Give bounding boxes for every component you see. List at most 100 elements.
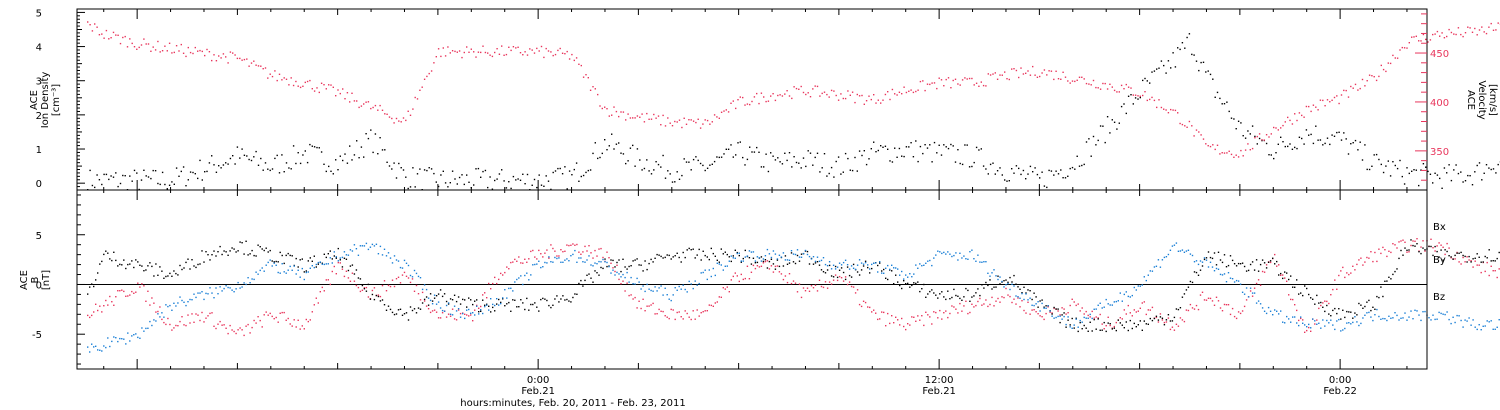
bz-points-point (532, 249, 534, 252)
ion-density-points-point (713, 160, 716, 163)
bz-points-point (1141, 302, 1143, 304)
bz-points-point (389, 285, 392, 288)
bx-points-point (844, 278, 847, 281)
bx-points-point (592, 281, 594, 283)
ion-density-points-point (601, 152, 603, 155)
bx-points-point (1169, 320, 1172, 322)
bz-points-point (933, 311, 935, 313)
ion-density-points-point (227, 163, 229, 165)
bz-points-point (852, 286, 855, 288)
bz-points-point (854, 292, 857, 294)
velocity-points-point (688, 119, 690, 121)
velocity-points-point (547, 50, 550, 52)
bx-points-point (127, 263, 129, 266)
bz-points-point (1406, 251, 1408, 253)
ion-density-points-point (1163, 64, 1165, 67)
by-points-point (788, 259, 791, 261)
by-points-point (1043, 307, 1045, 309)
bz-points-point (1394, 244, 1396, 246)
ion-density-points-point (1364, 144, 1366, 146)
bx-points-point (1394, 270, 1396, 273)
bx-points-point (1446, 250, 1448, 253)
bz-points-point (514, 258, 516, 261)
ion-density-points-point (1041, 171, 1043, 173)
bx-points-point (273, 261, 275, 263)
bz-points-point (101, 311, 103, 313)
by-points-point (433, 294, 436, 296)
by-points-point (1009, 288, 1011, 291)
velocity-points-point (1130, 87, 1132, 89)
bx-points-point (1488, 249, 1490, 251)
bx-points-point (1155, 315, 1158, 317)
bx-points-point (895, 274, 897, 276)
bz-points-point (291, 325, 293, 327)
velocity-points-point (1032, 65, 1034, 68)
bz-points-point (161, 318, 163, 321)
ion-density-points-point (559, 167, 561, 170)
bz-points-point (149, 304, 151, 306)
by-points-point (682, 284, 684, 286)
bz-points-point (981, 304, 983, 306)
velocity-points-point (227, 62, 229, 64)
bz-points-point (151, 297, 153, 299)
velocity-points-point (545, 47, 547, 50)
bz-points-point (399, 282, 402, 284)
ion-density-points-point (1448, 164, 1450, 166)
bx-points-point (1314, 303, 1316, 305)
ion-density-points-point (1455, 164, 1457, 166)
bz-points-point (476, 304, 478, 307)
bx-points-point (676, 252, 678, 254)
bx-points-point (834, 265, 837, 268)
velocity-points-point (1018, 76, 1020, 79)
bz-points-point (734, 272, 736, 274)
by-points-point (802, 252, 805, 255)
ion-density-points-point (760, 166, 763, 168)
bz-points-point (907, 323, 909, 325)
ion-density-points-point (1439, 177, 1441, 180)
bz-points-point (1179, 317, 1182, 319)
bx-points-point (253, 254, 255, 257)
velocity-points-point (1413, 36, 1415, 38)
bx-points-point (1396, 268, 1398, 270)
by-points-point (482, 312, 484, 315)
bx-points-point (700, 259, 702, 261)
by-points-point (87, 346, 89, 348)
by-points-point (1013, 285, 1015, 287)
bx-points-point (249, 253, 251, 255)
velocity-points-point (1375, 79, 1378, 82)
velocity-points-point (742, 96, 744, 99)
bz-points-point (305, 318, 307, 321)
bx-points-point (1408, 249, 1410, 251)
bz-points-point (93, 311, 95, 313)
velocity-points-point (823, 91, 826, 93)
bx-points-point (915, 282, 917, 285)
bz-points-point (670, 308, 672, 311)
bz-points-point (708, 304, 710, 306)
bz-points-point (1009, 295, 1011, 298)
bx-points-point (826, 269, 829, 271)
by-points-point (1061, 318, 1063, 320)
ion-density-points-point (510, 187, 512, 190)
bx-points-point (949, 298, 951, 300)
by-points-point (566, 258, 568, 260)
velocity-points-point (1436, 30, 1439, 33)
by-points-point (885, 267, 887, 269)
bx-points-point (869, 272, 871, 274)
ion-density-points-point (1319, 139, 1322, 141)
velocity-points-point (164, 45, 166, 47)
ion-density-points-point (1106, 116, 1109, 118)
density-tick-label: 1 (36, 145, 42, 156)
ion-density-points-point (1478, 162, 1481, 164)
by-points-point (760, 260, 763, 262)
by-points-point (702, 271, 704, 274)
bz-points-point (203, 321, 205, 323)
bx-points-point (828, 264, 831, 267)
velocity-points-point (489, 54, 491, 56)
by-points-point (409, 274, 412, 277)
bx-points-point (291, 255, 293, 257)
ion-density-points-point (564, 166, 566, 168)
density-tick-label: 5 (36, 8, 42, 19)
velocity-points-point (1214, 148, 1216, 151)
ion-density-points-point (589, 169, 592, 171)
ion-density-points-point (945, 146, 947, 148)
